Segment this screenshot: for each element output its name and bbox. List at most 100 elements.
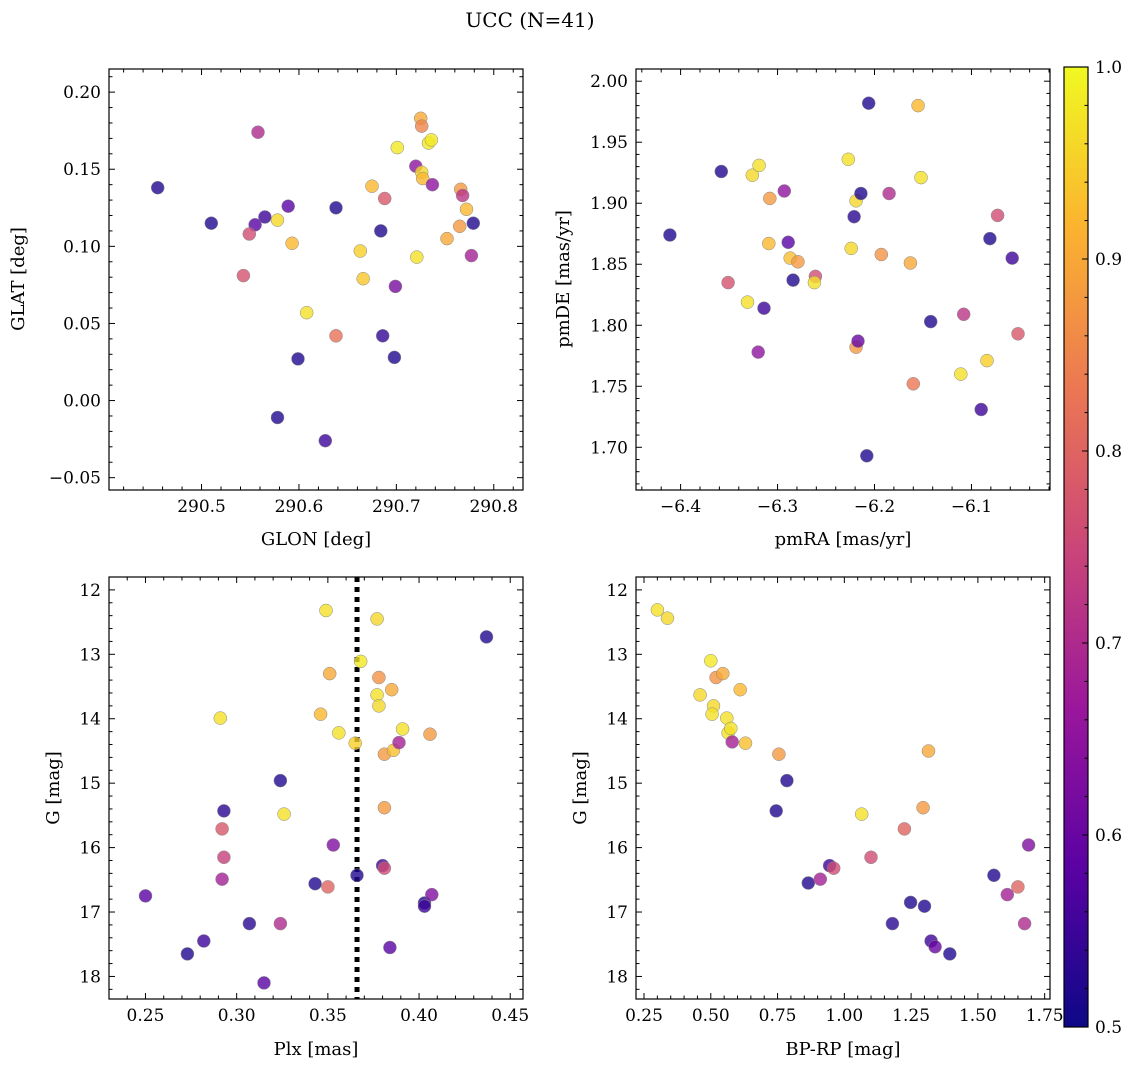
- scatter-point: [751, 345, 765, 359]
- x-tick-label: 0.40: [400, 1006, 438, 1026]
- scatter-point: [650, 603, 665, 617]
- y-tick-label: 13: [606, 645, 628, 665]
- colorbar-gradient: [1063, 66, 1089, 1028]
- scatter-point: [826, 861, 841, 875]
- scatter-point: [663, 228, 677, 242]
- scatter-point: [258, 210, 272, 224]
- panels: 290.5 290.6 290.7 290.8 −0.05 0.00 0.05 0.10 0.1…: [8, 68, 1064, 1060]
- scatter-point: [370, 612, 384, 626]
- y-tick-label: 0.20: [63, 83, 101, 103]
- colorbar-tick-label: 1.0: [1095, 58, 1122, 78]
- scatter-point: [704, 654, 718, 668]
- scatter-point: [313, 707, 328, 721]
- y-tick-label: 0.00: [63, 392, 101, 412]
- scatter-point: [329, 329, 343, 343]
- scatter-panel: 0.25 0.30 0.35 0.40 0.45 12 13 14 15 16 17 18 Plx [m…: [43, 576, 529, 1060]
- scatter-point: [921, 744, 936, 758]
- scatter-point: [987, 868, 1001, 883]
- colorbar-tick-label: 0.6: [1095, 826, 1122, 846]
- scatter-point: [917, 899, 932, 913]
- scatter-point: [242, 916, 257, 931]
- scatter-point: [943, 947, 957, 961]
- y-tick-label: 14: [606, 710, 628, 730]
- scatter-point: [236, 268, 251, 283]
- y-tick-label: 2.00: [590, 72, 628, 92]
- scatter-point: [864, 850, 878, 865]
- x-tick-label: 0.25: [625, 1006, 663, 1026]
- scatter-point: [954, 367, 968, 381]
- scatter-point: [150, 180, 165, 195]
- scatter-point: [721, 275, 735, 290]
- scatter-point: [217, 804, 231, 818]
- scatter-point: [911, 98, 925, 113]
- x-tick-label: 0.45: [491, 1006, 529, 1026]
- scatter-point: [801, 876, 816, 890]
- scatter-point: [861, 96, 876, 110]
- scatter-point: [455, 188, 470, 203]
- y-tick-label: 1.95: [590, 133, 628, 153]
- y-tick-label: 13: [79, 645, 101, 665]
- axes-frame: [635, 68, 1051, 491]
- scatter-point: [299, 305, 314, 320]
- scatter-point: [705, 707, 719, 721]
- scatter-point: [377, 800, 392, 815]
- scatter-point: [329, 201, 343, 215]
- scatter-point: [257, 976, 271, 990]
- scatter-point: [844, 241, 858, 256]
- scatter-point: [353, 244, 368, 258]
- y-tick-label: 18: [606, 967, 628, 987]
- scatter-point: [332, 726, 346, 740]
- scatter-point: [693, 688, 707, 702]
- scatter-point: [1011, 880, 1025, 894]
- scatter-point: [356, 271, 370, 286]
- scatter-point: [308, 876, 322, 891]
- x-tick-label: 290.7: [372, 497, 421, 517]
- scatter-point: [885, 916, 900, 931]
- scatter-point: [791, 255, 805, 269]
- x-tick-label: 0.30: [218, 1006, 256, 1026]
- x-tick-label: 290.5: [177, 497, 226, 517]
- y-tick-label: 14: [79, 710, 101, 730]
- scatter-point: [714, 164, 729, 179]
- scatter-point: [423, 727, 437, 741]
- scatter-point: [215, 822, 229, 836]
- y-tick-label: 1.70: [590, 438, 628, 458]
- axes-frame: [108, 576, 524, 1000]
- colorbar-tick-label: 0.9: [1095, 250, 1122, 270]
- scatter-point: [322, 666, 337, 681]
- scatter-point: [387, 350, 402, 365]
- scatter-point: [392, 735, 406, 750]
- colorbar: 0.5 0.6 0.7 0.8 0.9 1.0: [1063, 58, 1122, 1038]
- y-axis-label: pmDE [mas/yr]: [553, 210, 574, 348]
- scatter-point: [390, 140, 405, 155]
- x-axis-label: pmRA [mas/yr]: [775, 529, 912, 550]
- scatter-point: [923, 314, 938, 329]
- scatter-point: [452, 219, 467, 234]
- scatter-point: [285, 236, 299, 251]
- scatter-point: [1021, 838, 1036, 852]
- scatter-point: [854, 186, 868, 201]
- scatter-point: [757, 301, 771, 315]
- scatter-point: [874, 247, 889, 262]
- x-tick-label: 0.35: [309, 1006, 347, 1026]
- x-tick-label: −6.4: [660, 497, 701, 517]
- scatter-point: [980, 353, 994, 368]
- scatter-point: [777, 184, 792, 198]
- y-tick-label: 16: [79, 839, 101, 859]
- y-tick-label: 0.10: [63, 237, 101, 257]
- scatter-panel: −6.4 −6.3 −6.2 −6.1 1.70 1.75 1.80 1.85 1.90 1.95…: [553, 68, 1051, 550]
- scatter-point: [321, 880, 335, 894]
- y-axis-label: GLAT [deg]: [8, 227, 29, 331]
- scatter-point: [466, 216, 481, 230]
- scatter-panel: 290.5 290.6 290.7 290.8 −0.05 0.00 0.05 0.10 0.1…: [8, 68, 524, 550]
- scatter-point: [813, 872, 828, 886]
- scatter-point: [375, 329, 390, 343]
- scatter-point: [860, 449, 874, 463]
- colorbar-tick-label: 0.8: [1095, 442, 1122, 462]
- y-axis-label: G [mag]: [43, 751, 64, 824]
- scatter-point: [353, 654, 368, 669]
- x-axis-label: GLON [deg]: [261, 529, 371, 550]
- scatter-point: [372, 699, 386, 713]
- scatter-point: [415, 171, 430, 186]
